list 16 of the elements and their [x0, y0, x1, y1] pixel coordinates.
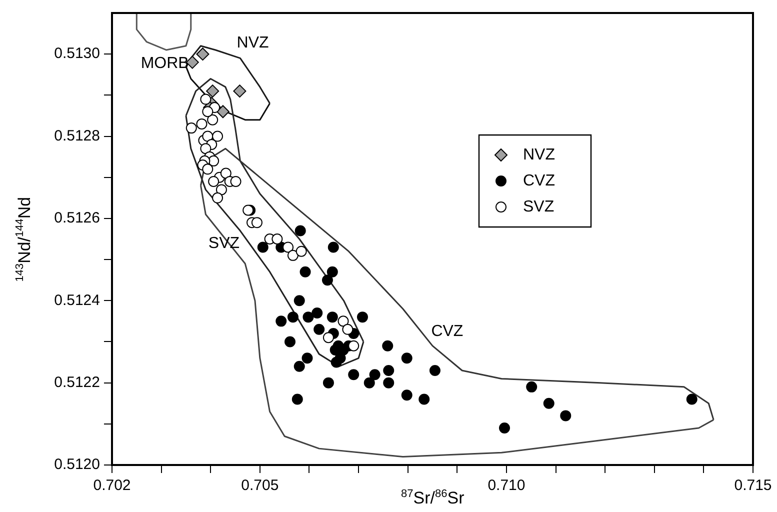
- legend-label: CVZ: [523, 172, 556, 190]
- y-tick-label: 0.5128: [54, 127, 100, 144]
- x-tick-label: 0.705: [241, 477, 279, 494]
- annotation: NVZ: [236, 34, 269, 52]
- y-tick-label: 0.5126: [54, 210, 100, 227]
- x-tick-label: 0.702: [93, 477, 131, 494]
- y-tick-label: 0.5130: [54, 45, 100, 62]
- x-axis-title: $^{87}$Sr/$^{86}$Sr: [401, 488, 464, 509]
- y-tick-label: 0.5122: [54, 374, 100, 391]
- annotation: CVZ: [431, 323, 464, 340]
- x-tick-label: 0.715: [734, 477, 772, 494]
- legend-label: NVZ: [523, 146, 556, 164]
- legend-label: SVZ: [523, 198, 554, 216]
- y-tick-label: 0.5124: [54, 292, 100, 309]
- x-tick-label: 0.710: [488, 477, 526, 494]
- y-tick-label: 0.5120: [54, 456, 100, 474]
